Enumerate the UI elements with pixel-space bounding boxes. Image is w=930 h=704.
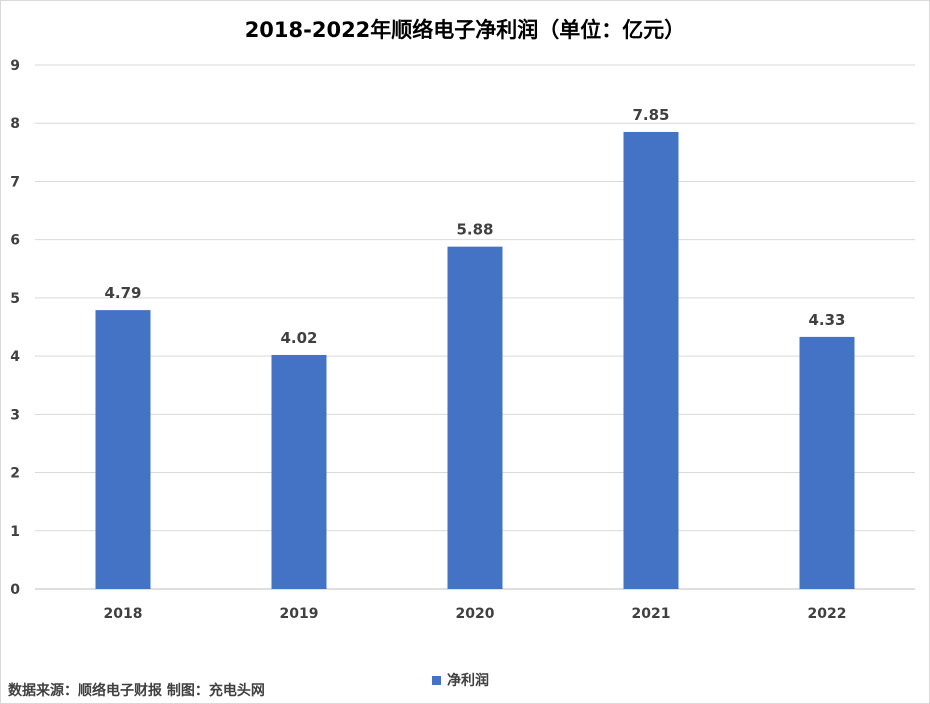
data-label: 4.79 xyxy=(104,284,141,302)
data-label: 4.33 xyxy=(808,311,845,329)
y-tick-label: 6 xyxy=(10,233,20,249)
data-label: 4.02 xyxy=(280,329,317,347)
legend: 净利润 xyxy=(432,670,489,690)
y-tick-label: 2 xyxy=(10,466,20,482)
y-tick-label: 9 xyxy=(10,58,20,74)
bar xyxy=(799,336,855,589)
source-note: 数据来源：顺络电子财报 制图：充电头网 xyxy=(8,683,265,699)
y-tick-label: 7 xyxy=(10,174,20,190)
x-tick-label: 2021 xyxy=(632,606,671,622)
y-tick-label: 5 xyxy=(10,291,20,307)
legend-label: 净利润 xyxy=(447,673,489,689)
x-tick-label: 2020 xyxy=(456,606,495,622)
x-tick-label: 2019 xyxy=(280,606,319,622)
y-tick-label: 3 xyxy=(10,407,20,423)
chart-title: 2018-2022年顺络电子净利润（单位：亿元） xyxy=(244,18,686,42)
y-tick-label: 1 xyxy=(10,524,20,540)
bar xyxy=(95,310,151,589)
bar xyxy=(271,354,327,589)
x-tick-label: 2022 xyxy=(808,606,847,622)
y-tick-label: 8 xyxy=(10,116,20,132)
legend-swatch xyxy=(432,675,441,685)
data-label: 7.85 xyxy=(632,106,669,124)
bar xyxy=(447,246,503,590)
x-tick-label: 2018 xyxy=(104,606,143,622)
data-label: 5.88 xyxy=(456,221,493,239)
y-tick-label: 0 xyxy=(10,582,20,598)
bar xyxy=(623,131,679,589)
y-tick-label: 4 xyxy=(10,349,20,365)
